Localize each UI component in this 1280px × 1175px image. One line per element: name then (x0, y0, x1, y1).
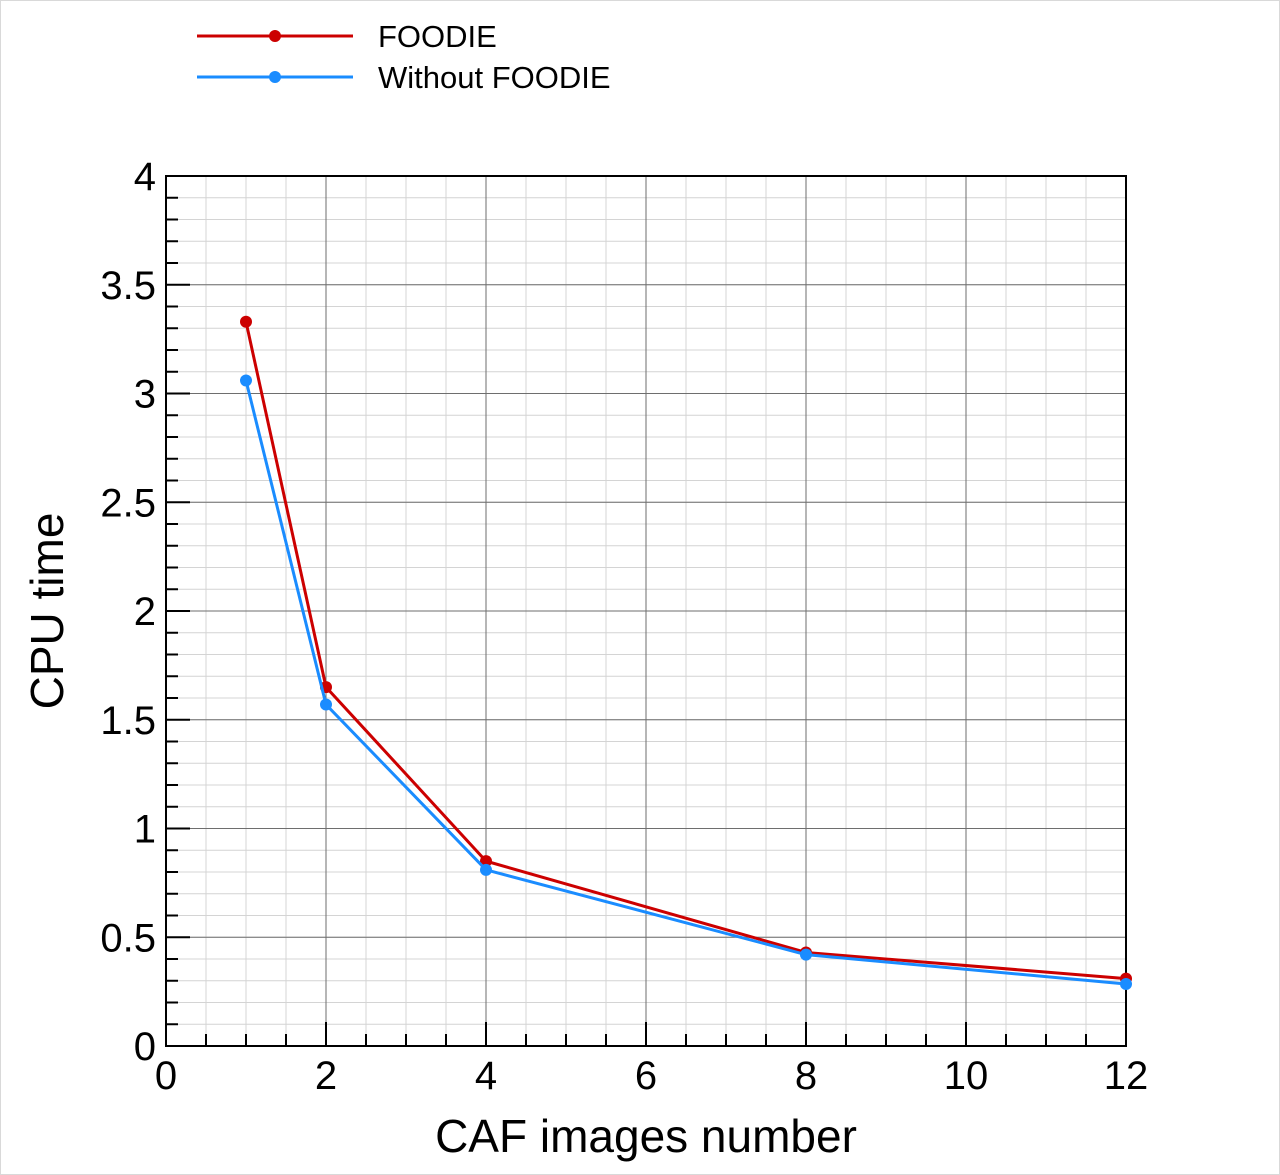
y-tick-label: 0 (134, 1025, 156, 1069)
x-tick-label: 6 (635, 1054, 657, 1098)
y-tick-label: 0.5 (100, 916, 156, 960)
data-point (240, 315, 252, 328)
y-tick-label: 2.5 (100, 481, 156, 525)
x-tick-label: 2 (315, 1054, 337, 1098)
y-tick-label: 2 (134, 590, 156, 634)
y-axis-title: CPU time (21, 513, 73, 710)
data-point (240, 374, 252, 387)
legend-marker (269, 30, 281, 42)
data-point (1120, 978, 1132, 991)
y-axis-tick-labels: 0 0.5 1 1.5 2 2.5 3 3.5 4 (100, 155, 156, 1069)
x-tick-label: 0 (155, 1054, 177, 1098)
legend-item: Without FOODIE (197, 60, 611, 95)
legend-label: Without FOODIE (378, 60, 611, 95)
x-axis-tick-labels: 0 2 4 6 8 10 12 (155, 1054, 1148, 1098)
y-tick-label: 1.5 (100, 699, 156, 743)
y-tick-label: 1 (134, 808, 156, 852)
legend-marker (269, 71, 281, 83)
data-point (800, 948, 812, 961)
axis-ticks (165, 175, 1127, 1047)
x-tick-label: 12 (1104, 1054, 1149, 1098)
legend: FOODIE Without FOODIE (197, 19, 611, 95)
series-1 (240, 374, 1132, 991)
data-point (480, 863, 492, 876)
x-tick-label: 8 (795, 1054, 817, 1098)
data-point (480, 855, 492, 868)
legend-item: FOODIE (197, 19, 497, 54)
series-layer (240, 315, 1132, 991)
y-tick-label: 4 (134, 155, 156, 199)
x-tick-label: 10 (944, 1054, 989, 1098)
y-tick-label: 3 (134, 373, 156, 417)
x-tick-label: 4 (475, 1054, 497, 1098)
y-tick-label: 3.5 (100, 264, 156, 308)
data-point (320, 698, 332, 711)
x-axis-title: CAF images number (435, 1110, 857, 1162)
legend-label: FOODIE (378, 19, 497, 54)
